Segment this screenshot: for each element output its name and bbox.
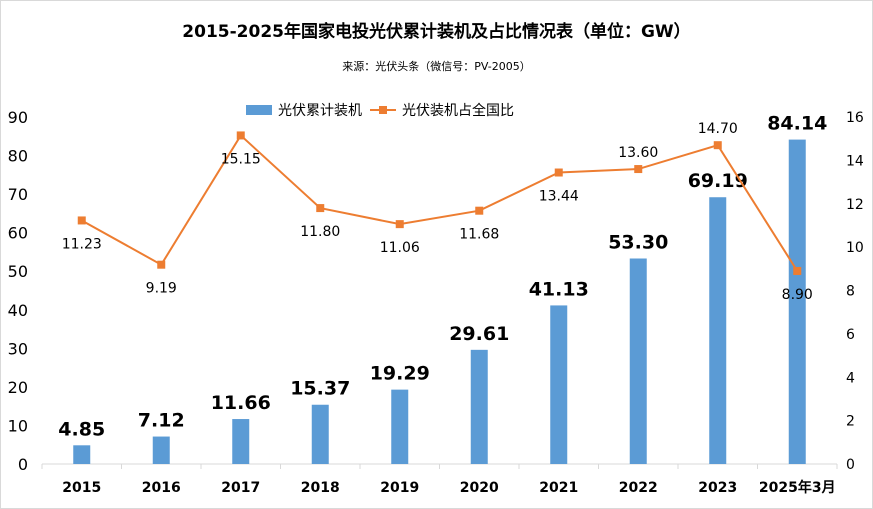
line-point — [475, 206, 484, 215]
line-point — [793, 266, 802, 275]
line-point — [395, 220, 404, 229]
legend-label: 光伏累计装机 — [278, 103, 362, 119]
line-point — [554, 168, 563, 177]
legend-line-swatch — [370, 106, 396, 114]
y-left-tick-label: 80 — [8, 147, 28, 166]
y-left-tick-label: 40 — [8, 301, 28, 320]
line-data-label: 11.68 — [459, 227, 499, 243]
line-point — [236, 131, 245, 140]
y-left-tick-label: 30 — [8, 339, 28, 358]
line-point — [713, 141, 722, 150]
line-point — [157, 260, 166, 269]
line-data-label: 14.70 — [698, 121, 738, 137]
line-data-label: 13.44 — [539, 189, 579, 205]
line-data-label: 8.90 — [782, 287, 813, 303]
bar — [311, 404, 329, 464]
bar-data-label: 84.14 — [767, 113, 827, 135]
legend-item-line: 光伏装机占全国比 — [370, 100, 514, 120]
y-right-tick-label: 6 — [846, 327, 855, 343]
bar-data-label: 19.29 — [370, 363, 430, 385]
y-left-tick-label: 50 — [8, 262, 28, 281]
line-data-label: 13.60 — [618, 145, 658, 161]
line-data-label: 11.23 — [62, 236, 102, 252]
y-left-tick-label: 70 — [8, 185, 28, 204]
line-data-label: 11.80 — [300, 224, 340, 240]
chart-title: 2015-2025年国家电投光伏累计装机及占比情况表（单位：GW） — [182, 22, 691, 42]
y-left-tick-label: 90 — [8, 108, 28, 127]
x-tick-label: 2019 — [380, 480, 419, 496]
legend-item-bar: 光伏累计装机 — [246, 100, 362, 120]
bar — [232, 419, 250, 464]
y-right-tick-label: 0 — [846, 457, 855, 473]
x-tick-label: 2017 — [221, 480, 260, 496]
y-right-tick-label: 2 — [846, 414, 855, 430]
y-right-tick-label: 16 — [846, 110, 864, 126]
x-tick-label: 2020 — [460, 480, 499, 496]
line-point — [634, 165, 643, 174]
y-left-tick-label: 10 — [8, 416, 28, 435]
bar-data-label: 15.37 — [290, 378, 350, 400]
line-data-label: 15.15 — [221, 151, 261, 167]
x-tick-label: 2016 — [142, 480, 181, 496]
y-left-tick-label: 20 — [8, 378, 28, 397]
legend: 光伏累计装机 光伏装机占全国比 — [246, 100, 522, 120]
y-left-tick-label: 60 — [8, 224, 28, 243]
bar — [709, 197, 727, 464]
x-tick-label: 2022 — [619, 480, 658, 496]
x-tick-label: 2018 — [301, 480, 340, 496]
line-data-label: 9.19 — [146, 281, 177, 297]
bar-data-label: 4.85 — [58, 418, 105, 440]
bar-data-label: 29.61 — [449, 323, 509, 345]
x-tick-label: 2023 — [698, 480, 737, 496]
bar-data-label: 7.12 — [138, 410, 185, 432]
legend-bar-swatch — [246, 105, 272, 115]
legend-label: 光伏装机占全国比 — [402, 103, 514, 119]
bar-data-label: 41.13 — [529, 278, 589, 300]
bar — [629, 258, 647, 464]
y-right-tick-label: 10 — [846, 240, 864, 256]
bar-data-label: 53.30 — [608, 231, 668, 253]
chart-subtitle: 来源：光伏头条（微信号：PV-2005） — [342, 60, 531, 73]
bar-data-label: 69.19 — [688, 170, 748, 192]
line-series — [81, 133, 799, 272]
bar — [391, 389, 409, 464]
bar — [788, 139, 806, 464]
y-left-tick-label: 0 — [18, 455, 28, 474]
bar-data-label: 11.66 — [211, 392, 271, 414]
x-tick-label: 2015 — [62, 480, 101, 496]
bar — [470, 349, 488, 464]
line-data-label: 11.06 — [380, 240, 420, 256]
bar — [550, 305, 568, 464]
x-tick-label: 2025年3月 — [759, 479, 836, 496]
y-right-tick-label: 12 — [846, 197, 864, 213]
y-right-tick-label: 8 — [846, 284, 855, 300]
bar — [73, 445, 91, 464]
x-tick-label: 2021 — [539, 480, 578, 496]
y-right-tick-label: 14 — [846, 153, 864, 169]
line-point — [316, 204, 325, 213]
line-point — [77, 216, 86, 225]
y-right-tick-label: 4 — [846, 370, 855, 386]
bar — [152, 436, 170, 464]
